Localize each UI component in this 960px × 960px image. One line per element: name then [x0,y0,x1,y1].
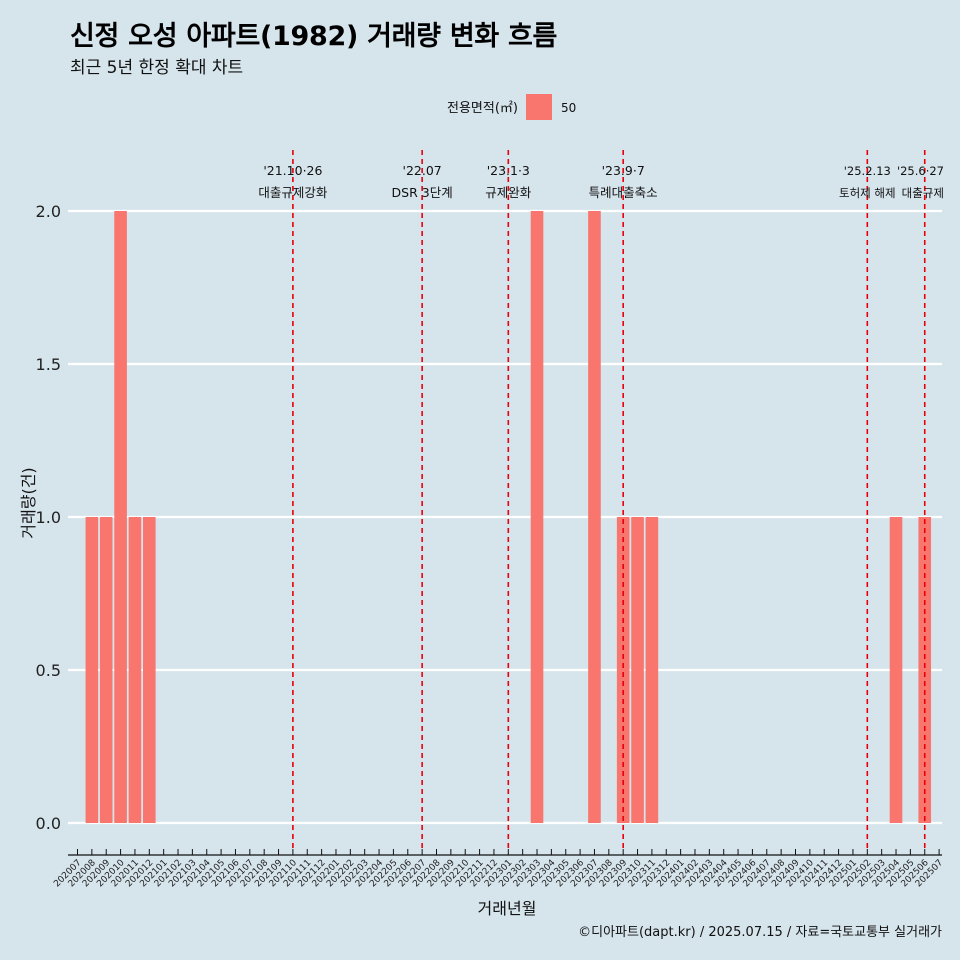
legend-swatch [526,94,552,120]
bar [588,211,601,823]
source-caption: ©디아파트(dapt.kr) / 2025.07.15 / 자료=국토교통부 실… [578,925,942,940]
chart-title: 신정 오성 아파트(1982) 거래량 변화 흐름 [70,21,558,52]
bar [631,517,644,823]
bar [616,517,630,823]
bar [85,517,99,823]
legend-title: 전용면적(㎡) [447,101,518,116]
y-tick-label: 1.0 [36,508,61,527]
bar [530,211,544,823]
bar [143,517,156,823]
legend-entry: 50 [561,101,576,115]
event-label: DSR 3단계 [392,185,453,200]
bar [889,517,903,823]
bar [645,517,659,823]
bar [918,517,932,823]
event-label: 토허제 해제 [839,186,896,200]
bar [99,517,113,823]
y-tick-label: 0.5 [36,661,61,680]
bar [114,211,127,823]
event-date: '23.9·7 [602,163,645,178]
event-label: 규제완화 [485,185,532,200]
bar [128,517,142,823]
x-axis-title: 거래년월 [478,899,537,918]
y-tick-label: 1.5 [36,355,61,374]
y-axis-title: 거래량(건) [19,467,38,538]
y-tick-label: 2.0 [36,202,61,221]
event-label: 대출규제강화 [258,185,328,200]
event-label: 특례대출축소 [589,185,658,200]
chart-subtitle: 최근 5년 한정 확대 차트 [70,58,244,78]
event-date: '23.1·3 [487,163,530,178]
event-date: '21.10·26 [263,163,322,178]
event-date: '25.2.13 [844,164,891,178]
event-label: 대출규제 [902,186,944,200]
event-date: '22.07 [403,163,442,178]
y-tick-label: 0.0 [36,814,61,833]
event-date: '25.6·27 [897,164,944,178]
